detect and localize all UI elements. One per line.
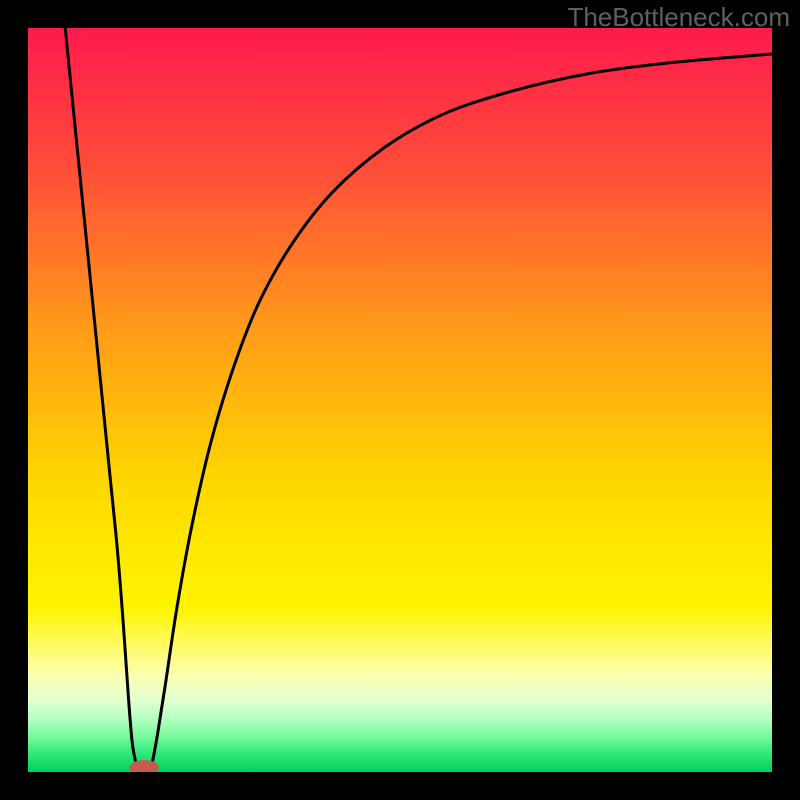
- watermark-text: TheBottleneck.com: [567, 2, 790, 33]
- chart-svg: [28, 28, 772, 772]
- plot-area: [28, 28, 772, 772]
- gradient-background: [28, 28, 772, 772]
